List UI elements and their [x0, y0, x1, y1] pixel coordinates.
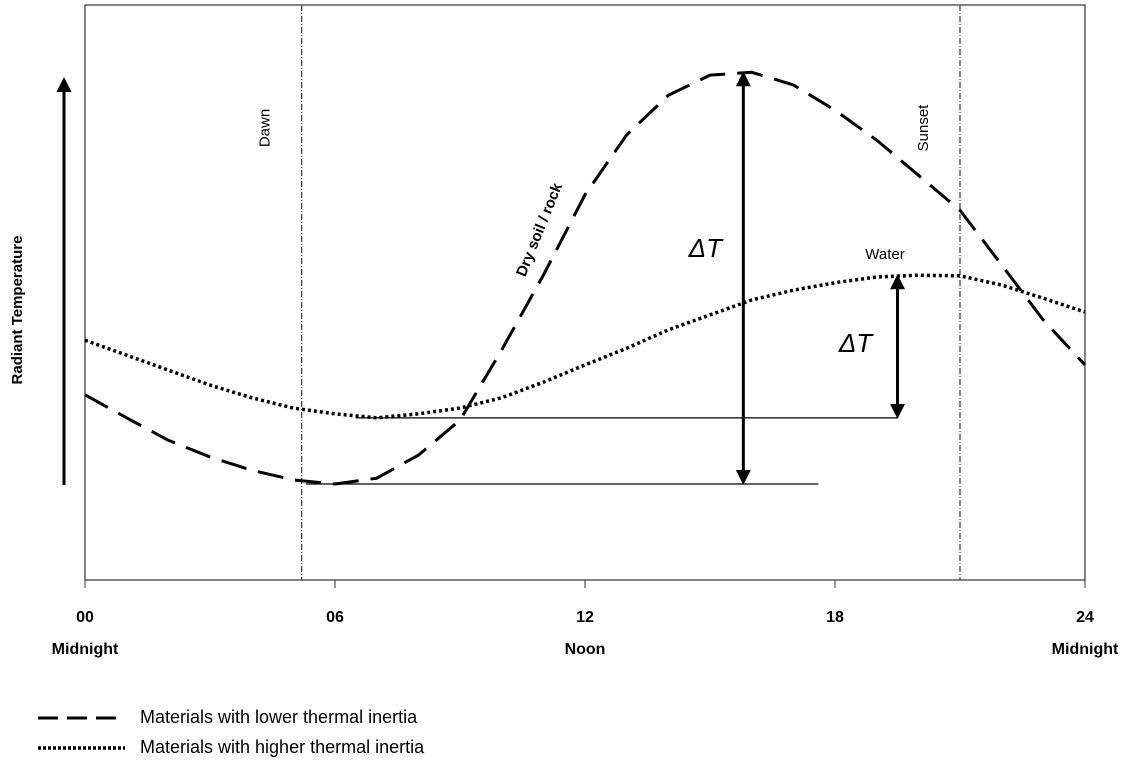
- period-label: Noon: [565, 641, 606, 658]
- series-line: [84, 70, 1087, 486]
- y-axis-label: Radiant Temperature: [9, 236, 26, 385]
- event-label: Dawn: [257, 109, 274, 147]
- delta-label: ΔT: [688, 233, 724, 263]
- x-tick-label: 00: [76, 609, 94, 626]
- period-label: Midnight: [1052, 641, 1119, 658]
- event-label: Sunset: [915, 104, 932, 152]
- series-label: Water: [865, 246, 904, 263]
- plot-frame: [84, 4, 1086, 581]
- x-tick-label: 18: [826, 609, 844, 626]
- delta-label: ΔT: [838, 328, 874, 358]
- x-tick-label: 12: [576, 609, 594, 626]
- x-tick-label: 24: [1076, 609, 1094, 626]
- series-label: Dry soil / rock: [513, 180, 566, 279]
- series-line: [84, 273, 1086, 420]
- legend-label: Materials with higher thermal inertia: [140, 737, 425, 757]
- x-tick-label: 06: [326, 609, 344, 626]
- period-label: Midnight: [52, 641, 119, 658]
- legend-label: Materials with lower thermal inertia: [140, 707, 418, 727]
